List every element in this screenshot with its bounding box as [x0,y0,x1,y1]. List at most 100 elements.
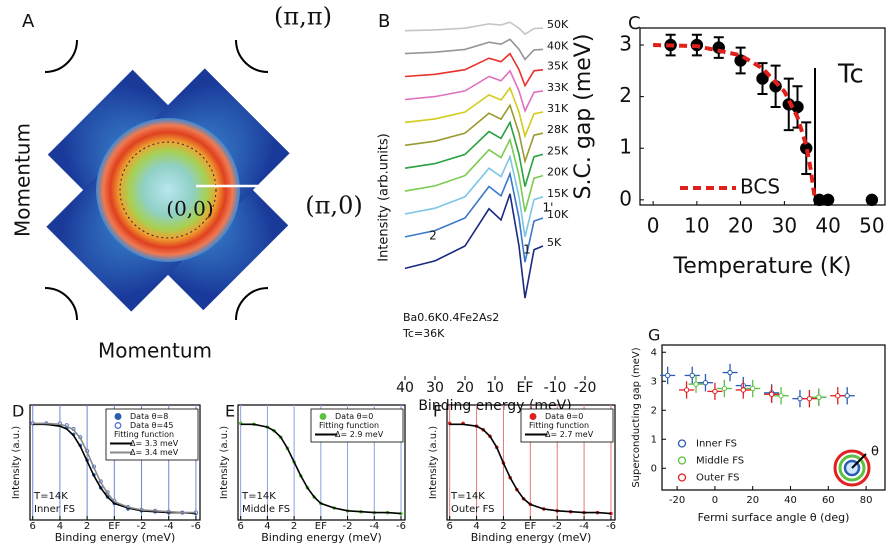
data-point [798,396,802,400]
series-label: 20K [547,166,569,179]
annotation: (π,0) [305,192,362,220]
data-point [728,370,732,374]
g-inset-icon [835,451,869,485]
x-tick-label: -20 [669,495,685,506]
y-tick-label: 1 [619,135,632,159]
annotation: T=14K [241,491,276,502]
x-tick-label: 10 [486,380,504,396]
data-point [713,389,717,393]
map-fermi-surface [96,118,240,262]
panel-label: D [12,402,24,421]
x-tick-label: 40 [815,214,840,238]
x-tick-label: 40 [784,495,797,506]
annotation: Outer FS [451,504,495,515]
annotation: 2 [429,229,437,243]
annotation: T=14K [33,491,68,502]
x-tick-label: -6 [191,521,201,532]
x-tick-label: -10 [544,380,567,396]
x-axis-label: Binding energy (meV) [261,531,381,544]
annotation: Middle FS [242,504,290,515]
x-tick-label: 80 [860,495,873,506]
data-point [845,394,849,398]
legend-label: Δ= 3.3 meV [130,439,179,448]
legend-label: Data θ=0 [335,412,373,421]
legend-swatch [320,414,326,420]
series-label: 25K [547,144,569,157]
legend-label: Inner FS [696,439,737,450]
panel-label: B [378,11,390,32]
series-label: 33K [547,81,569,94]
series-label: 50K [547,18,569,31]
y-axis-label: Momentum [11,123,35,237]
annotation: Tc=36K [402,327,445,340]
y-tick-label: 0 [619,186,632,210]
data-point [769,392,773,396]
series-line [405,54,543,86]
legend-label: Δ= 2.7 meV [545,430,594,439]
data-point [807,396,811,400]
x-tick-label: 20 [728,214,753,238]
data-point [684,388,688,392]
x-tick-label: 6 [237,521,243,532]
x-tick-label: 6 [30,521,36,532]
data-point [866,194,878,206]
y-axis-label: Intensity (a.u.) [11,426,22,499]
annotation: 1' [543,201,554,215]
data-point [690,373,694,377]
figure: A(π,π)(0,0)(π,0)MomentumMomentumB4030201… [0,0,894,545]
panel-label: A [22,11,35,32]
panel-label: E [225,402,235,421]
x-tick-label: 0 [712,495,718,506]
x-tick-label: 0 [647,214,660,238]
annotation: Tc [837,60,864,90]
legend-title: Fitting function [319,421,379,430]
legend-label: Δ= 2.9 meV [335,430,384,439]
series-label: 31K [547,102,569,115]
x-tick-label: 6 [447,521,453,532]
legend-swatch [679,440,686,447]
data-point [722,386,726,390]
x-tick-label: 30 [426,380,444,396]
data-point [665,373,669,377]
page: {"chart_data": [ {"type": "image", "pane… [0,0,894,545]
annotation: T=14K [450,491,485,502]
data-point [694,382,698,386]
pocket [13,288,77,352]
y-axis-label: S.C. gap (meV) [571,34,596,200]
x-tick-label: 20 [456,380,474,396]
x-tick-label: 40 [396,380,414,396]
x-axis-label: Momentum [98,339,212,363]
y-tick-label: 2 [619,83,632,107]
pocket [236,288,300,352]
x-tick-label: 60 [822,495,835,506]
series-label: 35K [547,60,569,73]
x-tick-label: -6 [396,521,406,532]
y-tick-label: 3 [619,32,632,56]
y-axis-label: Intensity (arb.units) [377,133,392,262]
legend-label: BCS [740,175,780,199]
series-label: 40K [547,39,569,52]
legend-swatch [530,414,536,420]
legend-title: Fitting function [529,421,589,430]
y-axis-label: Intensity (a.u.) [219,426,230,499]
legend-label: Middle FS [696,456,744,467]
annotation: Ba0.6K0.4Fe2As2 [403,311,499,324]
y-tick-label: 0 [651,463,657,474]
y-tick-label: 2 [651,405,657,416]
x-tick-label: 30 [772,214,797,238]
x-tick-label: -20 [574,380,597,396]
legend-label: Outer FS [696,473,740,484]
legend-label: Data θ=0 [545,412,583,421]
y-axis-label: Superconducting gap (meV) [631,347,642,487]
legend-swatch [679,474,686,481]
x-tick-label: 10 [684,214,709,238]
x-tick-label: 50 [859,214,884,238]
series-label: 28K [547,123,569,136]
data-point [751,386,755,390]
x-tick-label: -6 [606,521,616,532]
x-axis-label: Binding energy (meV) [471,531,591,544]
legend-swatch [115,414,121,420]
annotation: (0,0) [166,197,213,221]
series-line [405,39,543,59]
legend-swatch [679,457,686,464]
